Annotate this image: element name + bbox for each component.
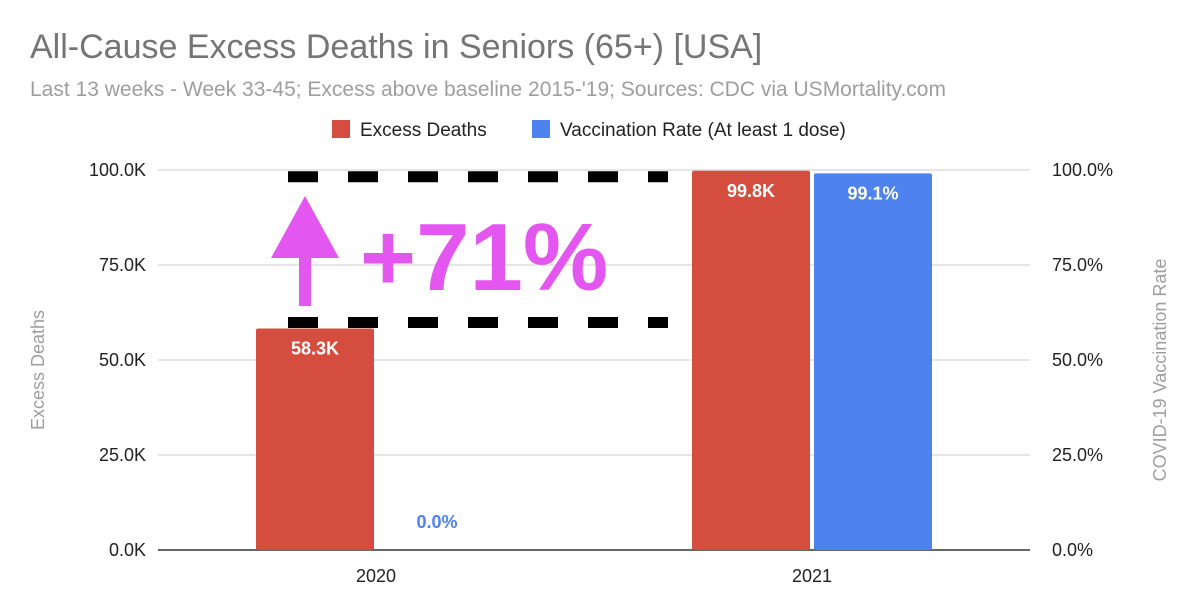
bar-labels: 58.3K 0.0% 99.8K 99.1%: [291, 181, 899, 532]
y-tick-label: 25.0K: [99, 445, 146, 465]
left-axis-ticks: 0.0K 25.0K 50.0K 75.0K 100.0K: [89, 160, 146, 560]
bar-vaccination-rate-2021: [814, 173, 932, 551]
right-axis-ticks: 0.0% 25.0% 50.0% 75.0% 100.0%: [1052, 160, 1113, 560]
bar-excess-deaths-2021: [692, 170, 810, 550]
data-label: 0.0%: [416, 512, 457, 532]
x-tick-label: 2020: [356, 566, 396, 586]
bar-excess-deaths-2020: [256, 328, 374, 550]
y2-tick-label: 75.0%: [1052, 255, 1103, 275]
legend: Excess Deaths Vaccination Rate (At least…: [332, 120, 846, 141]
bars: [256, 170, 932, 551]
y-tick-label: 100.0K: [89, 160, 146, 180]
percent-increase-annotation: +71%: [360, 204, 608, 311]
right-axis-title: COVID-19 Vaccination Rate: [1150, 259, 1170, 482]
y2-tick-label: 50.0%: [1052, 350, 1103, 370]
legend-label-vaccination-rate: Vaccination Rate (At least 1 dose): [560, 120, 846, 141]
y-tick-label: 0.0K: [109, 540, 146, 560]
chart-title: All-Cause Excess Deaths in Seniors (65+)…: [30, 28, 762, 66]
up-arrow-icon: [271, 196, 339, 258]
data-label: 99.8K: [727, 181, 775, 201]
chart-subtitle: Last 13 weeks - Week 33-45; Excess above…: [30, 78, 946, 101]
x-tick-label: 2021: [792, 566, 832, 586]
y-tick-label: 75.0K: [99, 255, 146, 275]
y2-tick-label: 25.0%: [1052, 445, 1103, 465]
y-tick-label: 50.0K: [99, 350, 146, 370]
y2-tick-label: 100.0%: [1052, 160, 1113, 180]
legend-swatch-excess-deaths: [332, 120, 350, 138]
x-axis-ticks: 2020 2021: [356, 566, 832, 586]
left-axis-title: Excess Deaths: [28, 310, 48, 430]
data-label: 99.1%: [847, 183, 898, 203]
data-label: 58.3K: [291, 338, 339, 358]
legend-label-excess-deaths: Excess Deaths: [360, 120, 487, 141]
y2-tick-label: 0.0%: [1052, 540, 1093, 560]
legend-swatch-vaccination-rate: [532, 120, 550, 138]
annotation: +71%: [271, 171, 668, 328]
